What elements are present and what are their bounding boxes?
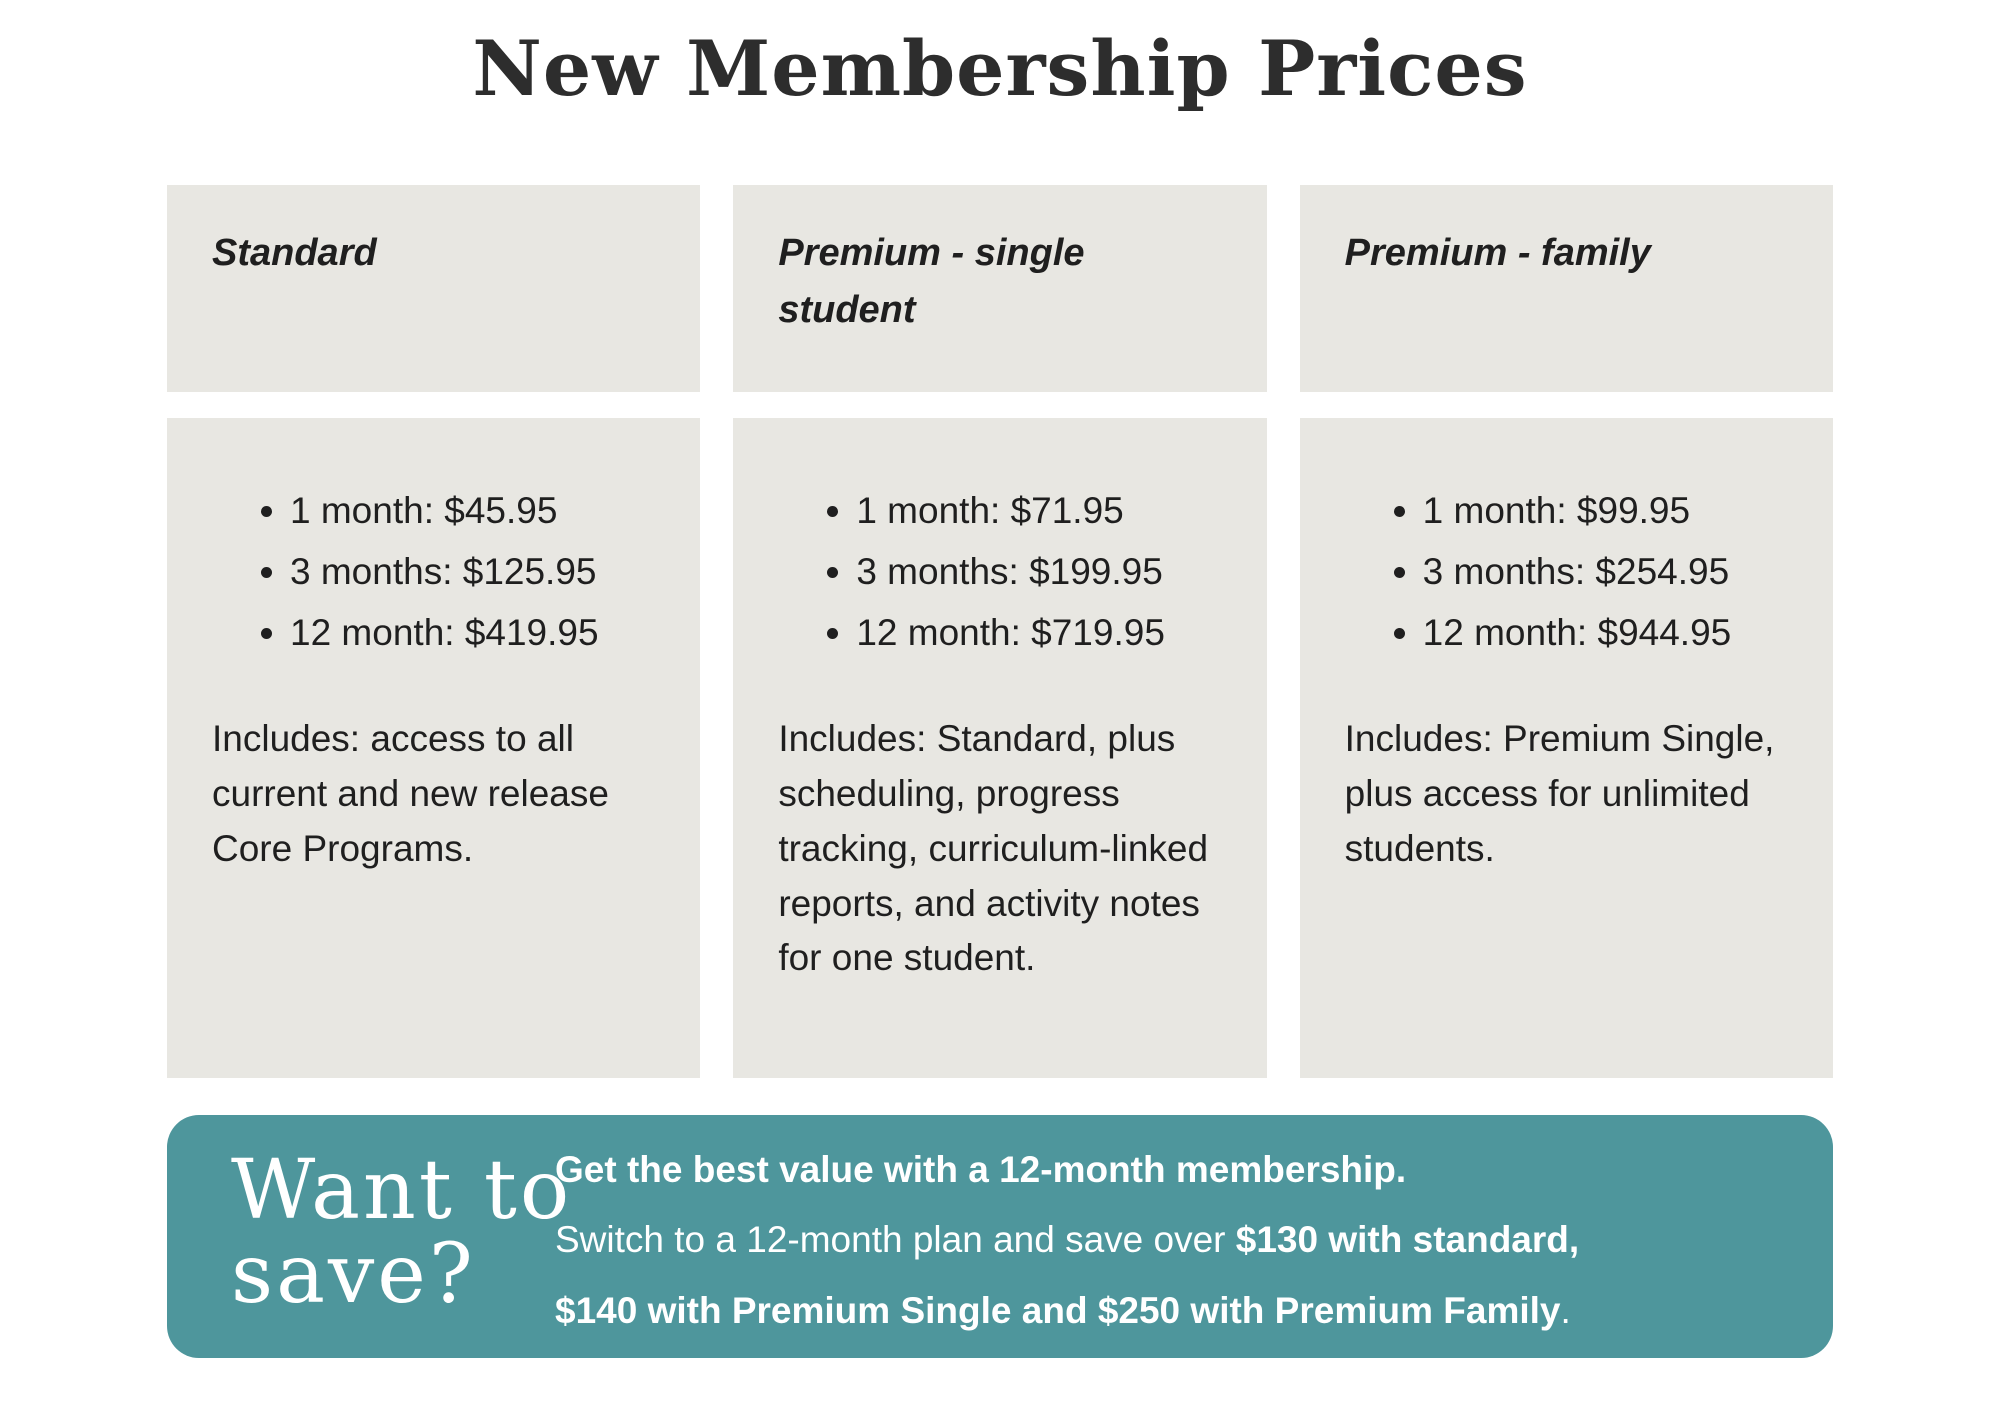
plan-column-premium-single: Premium - single student 1 month: $71.95…: [733, 185, 1267, 1078]
price-item: 3 months: $125.95: [290, 545, 652, 600]
plan-body: 1 month: $45.95 3 months: $125.95 12 mon…: [167, 418, 701, 1078]
banner-line3-regular: .: [1560, 1289, 1571, 1331]
plan-column-standard: Standard 1 month: $45.95 3 months: $125.…: [167, 185, 701, 1078]
savings-banner: Want to save? Get the best value with a …: [167, 1115, 1833, 1358]
price-item: 12 month: $944.95: [1423, 606, 1785, 661]
plan-header: Premium - family: [1299, 185, 1833, 392]
plans-grid: Standard 1 month: $45.95 3 months: $125.…: [167, 185, 1833, 1078]
price-item: 1 month: $45.95: [290, 484, 652, 539]
price-list: 1 month: $99.95 3 months: $254.95 12 mon…: [1345, 484, 1785, 660]
page-title: New Membership Prices: [472, 24, 1528, 113]
banner-heading: Want to save?: [231, 1149, 572, 1316]
banner-line1: Get the best value with a 12-month membe…: [555, 1135, 1803, 1205]
plan-name: Premium - single student: [778, 232, 1085, 331]
plan-includes: Includes: access to all current and new …: [212, 718, 609, 869]
price-item: 12 month: $719.95: [856, 606, 1218, 661]
price-item: 3 months: $199.95: [856, 545, 1218, 600]
banner-line2-bold: $130 with standard,: [1235, 1219, 1580, 1261]
price-item: 3 months: $254.95: [1423, 545, 1785, 600]
banner-line3: $140 with Premium Single and $250 with P…: [555, 1276, 1803, 1346]
banner-line2-regular: Switch to a 12-month plan and save over: [555, 1219, 1236, 1261]
banner-line2: Switch to a 12-month plan and save over …: [555, 1205, 1803, 1275]
plan-name: Standard: [212, 232, 377, 274]
banner-heading-line1: Want to: [231, 1143, 573, 1238]
price-list: 1 month: $71.95 3 months: $199.95 12 mon…: [778, 484, 1218, 660]
plan-column-premium-family: Premium - family 1 month: $99.95 3 month…: [1299, 185, 1833, 1078]
plan-includes: Includes: Premium Single, plus access fo…: [1344, 718, 1775, 869]
plan-body: 1 month: $99.95 3 months: $254.95 12 mon…: [1299, 418, 1833, 1078]
banner-heading-line2: save?: [231, 1226, 476, 1322]
price-item: 1 month: $99.95: [1423, 484, 1785, 539]
plan-includes: Includes: Standard, plus scheduling, pro…: [778, 718, 1209, 979]
price-item: 1 month: $71.95: [856, 484, 1218, 539]
plan-header: Standard: [167, 185, 701, 392]
price-item: 12 month: $419.95: [290, 606, 652, 661]
plan-name: Premium - family: [1344, 232, 1651, 274]
plan-header: Premium - single student: [733, 185, 1267, 392]
banner-message: Get the best value with a 12-month membe…: [555, 1135, 1803, 1346]
plan-body: 1 month: $71.95 3 months: $199.95 12 mon…: [733, 418, 1267, 1078]
banner-line3-bold: $140 with Premium Single and $250 with P…: [555, 1289, 1561, 1331]
price-list: 1 month: $45.95 3 months: $125.95 12 mon…: [212, 484, 652, 660]
banner-line1-bold: Get the best value with a 12-month membe…: [555, 1149, 1407, 1190]
